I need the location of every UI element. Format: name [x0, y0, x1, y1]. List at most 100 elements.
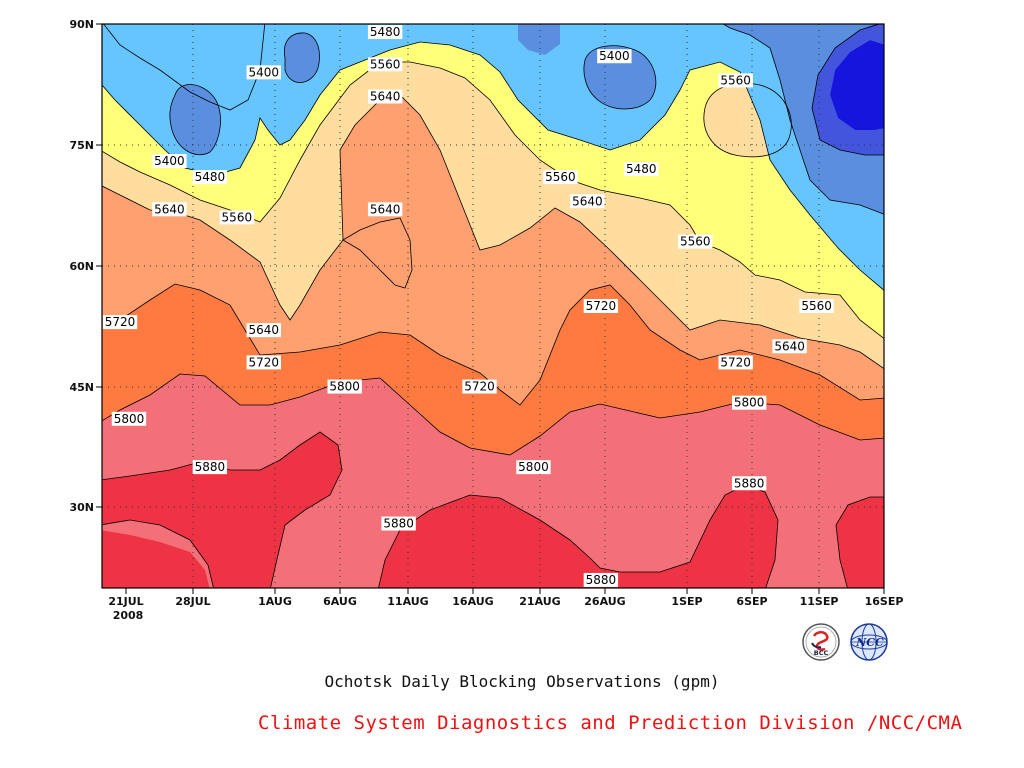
contour-label-box: [111, 411, 147, 426]
contour-line-5400-a: [283, 32, 320, 83]
contour-label: 5640: [154, 202, 185, 216]
contour-line-5880: [102, 431, 343, 588]
contour-label: 5880: [195, 460, 226, 474]
contour-line-5640-inner: [342, 217, 413, 289]
contour-label: 5640: [572, 194, 603, 208]
contour-label-box: [583, 299, 619, 313]
fill-5480-5560: [102, 24, 884, 291]
contour-label-box: [718, 73, 753, 88]
contour-label-box: [462, 379, 497, 394]
fill-5400-strip: [812, 24, 884, 155]
contour-label: 5800: [329, 380, 360, 394]
contour-label-box: [570, 194, 605, 209]
contour-label: 5640: [774, 339, 805, 353]
contour-line-5880-c: [835, 496, 884, 588]
contour-labels: 5480 5400 5560 5400 5560 5640 5400 5480 5480 5560…: [102, 25, 834, 587]
x-tick-label: 6SEP: [736, 595, 767, 608]
x-tick-label: 1SEP: [671, 595, 702, 608]
x-tick-label: 21AUG: [519, 595, 560, 608]
contour-label: 5720: [249, 355, 280, 369]
contour-label-box: [583, 572, 619, 587]
contour-label: 5560: [680, 235, 711, 249]
y-tick-labels: 30N 45N 60N 75N 90N: [69, 18, 94, 514]
contour-label-box: [102, 315, 138, 330]
x-tick-label: 1AUG: [258, 595, 292, 608]
contour-label: 5640: [370, 202, 401, 216]
contour-line-5720: [102, 283, 884, 406]
contour-label-box: [543, 170, 578, 185]
contour-label: 5640: [370, 90, 401, 104]
contour-line-5480: [102, 41, 884, 291]
contour-label-box: [246, 323, 281, 338]
contour-label: 5800: [114, 412, 145, 426]
contour-lines: [102, 24, 884, 588]
contour-label: 5880: [734, 476, 765, 490]
chart-caption: Ochotsk Daily Blocking Observations (gpm…: [324, 672, 720, 691]
contour-label-box: [246, 355, 281, 370]
contour-label-box: [772, 339, 807, 354]
contour-label-box: [152, 202, 187, 217]
x-tick-label: 16SEP: [865, 595, 904, 608]
contour-label: 5720: [720, 355, 751, 369]
contour-label-box: [731, 395, 767, 410]
ncc-logo-text: NCC: [855, 636, 884, 649]
contour-label: 5480: [195, 170, 226, 184]
fill-5400-5480: [169, 24, 884, 215]
x-tick-label: 16AUG: [452, 595, 493, 608]
tick-marks: [96, 23, 885, 594]
contour-label: 5800: [734, 396, 765, 410]
y-tick-label: 30N: [69, 501, 94, 514]
fill-below-5400: [830, 40, 884, 130]
contour-label-box: [219, 210, 255, 225]
contour-line-5640: [102, 94, 884, 370]
contour-label: 5560: [720, 73, 751, 87]
bcc-logo: BCC: [801, 622, 841, 662]
contour-label: 5880: [586, 573, 617, 587]
x-tick-label: 11AUG: [387, 595, 428, 608]
contour-label: 5400: [599, 49, 630, 63]
contour-label-box: [192, 460, 228, 475]
ncc-logo: NCC: [846, 622, 892, 662]
contour-label: 5400: [154, 154, 185, 168]
fill-above-5960-b: [378, 485, 778, 588]
x-tick-labels: 21JUL 28JUL 1AUG 6AUG 11AUG 16AUG 21AUG …: [108, 595, 903, 622]
contour-line-5880-b: [378, 484, 779, 588]
contour-label-box: [367, 25, 403, 40]
contour-line-5880-d: [102, 519, 214, 588]
contour-label: 5880: [383, 517, 414, 531]
contour-label: 5560: [370, 57, 401, 71]
contour-label: 5640: [249, 323, 280, 337]
contour-label: 5560: [545, 170, 576, 184]
fill-above-5960-d: [102, 530, 210, 588]
x-tick-label: 6AUG: [323, 595, 357, 608]
ncc-logo-icon: NCC: [850, 623, 888, 661]
x-tick-label: 21JUL: [108, 595, 143, 608]
contour-label-box: [327, 379, 362, 394]
contour-label-box: [799, 299, 834, 313]
y-tick-label: 45N: [69, 381, 94, 394]
contour-label-box: [678, 234, 713, 249]
contour-label-box: [381, 516, 416, 531]
contour-label-box: [246, 65, 281, 80]
contour-label: 5560: [801, 299, 832, 313]
contour-label-box: [367, 202, 403, 217]
contour-label-box: [192, 170, 228, 185]
credit-line: Climate System Diagnostics and Predictio…: [258, 712, 963, 734]
bcc-logo-text: BCC: [814, 649, 829, 657]
contour-label-box: [367, 57, 403, 72]
contour-label: 5800: [518, 460, 549, 474]
x-tick-label: 11SEP: [800, 595, 839, 608]
contour-label: 5480: [370, 25, 401, 39]
y-tick-label: 75N: [69, 139, 94, 152]
contour-label: 5480: [626, 162, 657, 176]
contour-label-box: [624, 162, 659, 177]
contour-line-5480-top: [103, 24, 266, 111]
contour-label-box: [718, 355, 753, 370]
x-year-label: 2008: [113, 609, 144, 622]
contour-label-box: [367, 89, 403, 104]
contour-label: 5560: [222, 210, 253, 224]
contour-label: 5720: [464, 380, 495, 394]
bcc-logo-icon: BCC: [802, 623, 840, 661]
contour-label: 5720: [105, 315, 136, 329]
contour-line-5400-b: [169, 84, 221, 156]
